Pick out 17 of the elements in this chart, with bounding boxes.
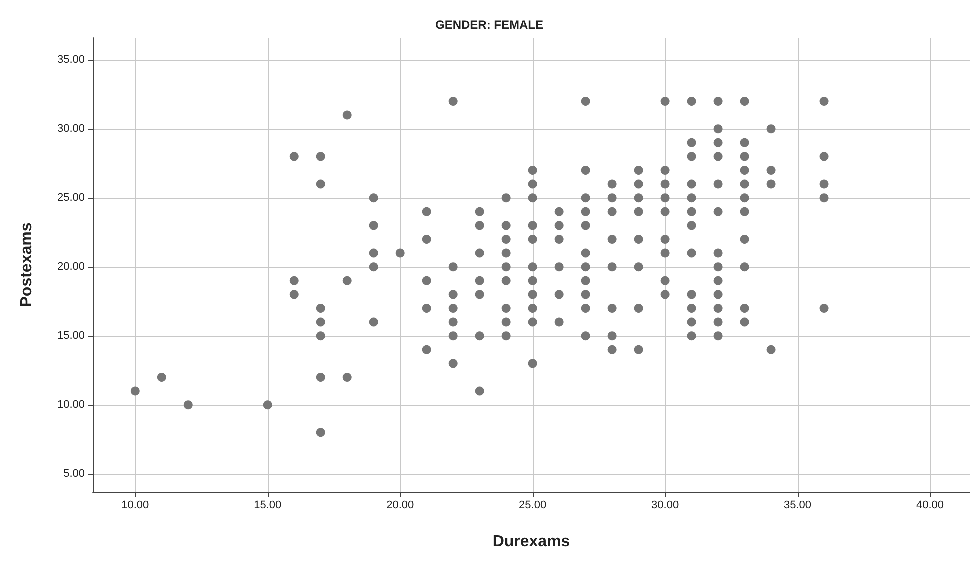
x-tick-label: 30.00 <box>652 500 680 512</box>
y-tick-label: 30.00 <box>57 123 85 136</box>
x-tick-label: 40.00 <box>916 500 944 512</box>
y-tick-label: 25.00 <box>57 192 85 204</box>
x-tick-label: 35.00 <box>784 500 812 512</box>
x-tick-label: 10.00 <box>122 500 150 512</box>
y-tick-label: 35.00 <box>57 54 85 66</box>
x-tick-label: 15.00 <box>254 500 282 512</box>
chart-title: GENDER: FEMALE <box>436 18 544 32</box>
y-tick-label: 5.00 <box>64 468 85 480</box>
y-tick-label: 15.00 <box>57 330 85 342</box>
y-tick-label: 20.00 <box>57 261 85 274</box>
x-tick-label: 20.00 <box>386 500 414 512</box>
x-axis-title: Durexams <box>492 534 570 550</box>
y-tick-label: 10.00 <box>57 399 85 412</box>
y-axis-title: Postexams <box>18 222 36 308</box>
x-tick-label: 25.00 <box>519 500 547 512</box>
